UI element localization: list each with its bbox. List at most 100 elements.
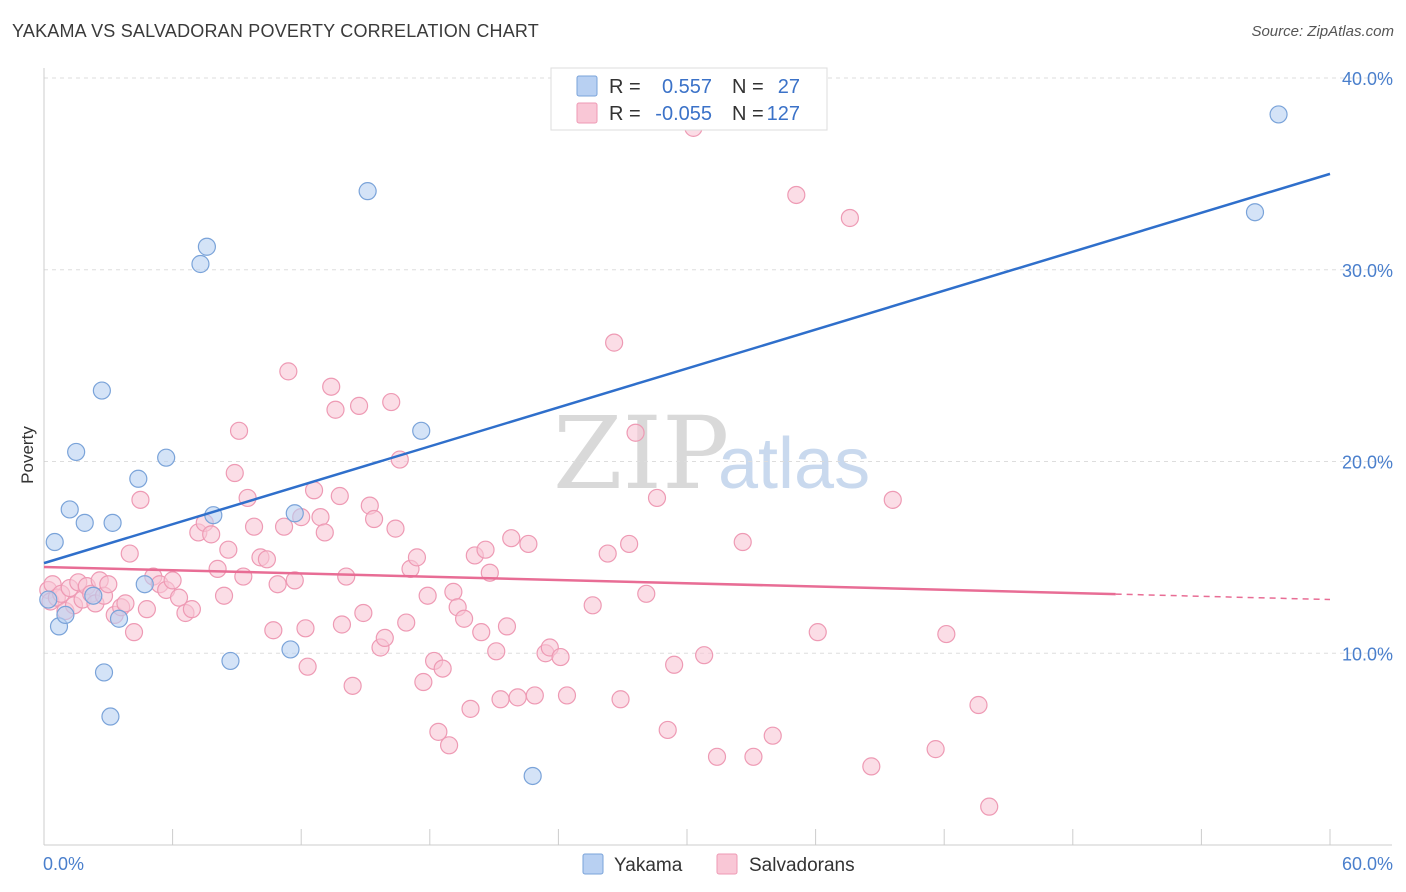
salvadoran-point <box>214 586 234 605</box>
salvadoran-point <box>337 567 356 586</box>
salvadoran-point <box>131 490 150 509</box>
salvadoran-point <box>382 392 401 412</box>
yakama-point <box>157 448 176 467</box>
trend-lines <box>43 172 1331 601</box>
salvadoran-point <box>487 642 506 661</box>
yakama-point <box>103 513 122 532</box>
yakama-point <box>1245 203 1265 222</box>
y-tick-labels: 10.0% 20.0% 30.0% 40.0% <box>1342 69 1393 664</box>
yakama-point <box>135 575 154 594</box>
yakama-point <box>221 651 240 671</box>
legend-salvadoran-swatch <box>576 102 598 124</box>
salvadoran-point <box>234 567 253 586</box>
salvadoran-point <box>695 646 714 665</box>
salvadoran-point <box>433 659 452 678</box>
salvadoran-point <box>497 617 517 636</box>
legend-yakama-n-value: 27 <box>778 76 800 98</box>
gridlines <box>44 77 1392 654</box>
salvadoran-point <box>332 615 352 634</box>
yakama-point <box>358 182 377 201</box>
salvadoran-point <box>296 619 315 638</box>
salvadoran-point <box>926 740 945 759</box>
salvadoran-point <box>491 690 510 709</box>
salvadoran-point <box>137 600 156 619</box>
salvadoran-point <box>219 540 238 559</box>
salvadoran-point <box>208 559 227 578</box>
yakama-point <box>1269 105 1288 124</box>
salvadoran-point <box>124 623 144 642</box>
salvadoran-point <box>120 544 139 563</box>
salvadoran-point <box>611 690 630 709</box>
salvadoran-point <box>502 529 521 548</box>
x-tick-label-60: 60.0% <box>1342 854 1393 874</box>
salvadoran-point <box>279 362 298 381</box>
salvadoran-point <box>461 699 480 718</box>
y-axis-label: Poverty <box>18 426 37 484</box>
salvadoran-point <box>808 623 827 642</box>
salvadoran-point <box>883 490 902 509</box>
legend-bottom-salvadoran-swatch <box>716 853 738 875</box>
yakama-point <box>92 381 111 400</box>
x-tick-labels: 0.0% 60.0% <box>43 854 1393 874</box>
yakama-point <box>281 640 300 659</box>
legend-top: R = 0.557 N = 27 R = -0.055 N = 127 <box>550 67 828 131</box>
salvadoran-point <box>840 208 859 228</box>
salvadoran-point <box>414 672 433 692</box>
salvadoran-point <box>665 655 684 674</box>
salvadoran-point <box>551 647 570 667</box>
y-tick-label-30: 30.0% <box>1342 261 1393 281</box>
salvadoran-point <box>525 686 544 705</box>
axes <box>43 68 1392 846</box>
salvadoran-point <box>937 624 956 644</box>
chart-title: YAKAMA VS SALVADORAN POVERTY CORRELATION… <box>12 21 539 41</box>
y-tick-label-20: 20.0% <box>1342 453 1393 473</box>
salvadoran-point <box>397 613 416 632</box>
yakama-point <box>45 532 64 552</box>
salvadoran-point <box>163 571 182 590</box>
salvadoran-point <box>429 722 448 741</box>
salvadoran-point <box>169 588 189 607</box>
salvadoran-point <box>274 517 294 536</box>
salvadoran-point <box>202 525 221 544</box>
yakama-points <box>39 105 1288 786</box>
salvadoran-point <box>620 534 639 554</box>
salvadoran-point <box>268 575 287 594</box>
salvadoran-point <box>116 594 135 613</box>
legend-yakama-r-value: 0.557 <box>662 76 712 98</box>
salvadoran-point <box>315 523 334 542</box>
source-label: Source: ZipAtlas.com <box>1251 23 1394 40</box>
y-tick-label-10: 10.0% <box>1342 644 1393 664</box>
salvadoran-point <box>322 377 341 396</box>
legend-bottom-salvadoran-label: Salvadorans <box>749 855 855 876</box>
salvadoran-point <box>557 686 577 705</box>
salvadoran-point <box>787 185 806 205</box>
salvadoran-point <box>476 540 495 559</box>
salvadoran-point <box>225 463 244 483</box>
salvadoran-trend-line-dashed <box>1115 593 1331 601</box>
salvadoran-point <box>744 747 763 766</box>
salvadoran-point <box>343 676 362 695</box>
x-tick-label-0: 0.0% <box>43 854 84 874</box>
salvadoran-point <box>298 657 317 676</box>
salvadoran-point <box>418 586 437 605</box>
legend-salvadoran-n-label: N = <box>732 103 764 125</box>
watermark-atlas: atlas <box>718 424 870 504</box>
yakama-point <box>94 663 114 682</box>
salvadoran-point <box>244 517 264 536</box>
yakama-point <box>75 513 94 532</box>
yakama-point <box>101 707 120 726</box>
salvadoran-point <box>980 797 999 816</box>
salvadoran-point <box>257 550 277 569</box>
salvadoran-point <box>583 596 602 615</box>
salvadoran-point <box>349 396 369 415</box>
legend-salvadoran-r-label: R = <box>609 103 641 125</box>
salvadoran-point <box>472 623 491 642</box>
salvadoran-trend-line <box>43 565 1116 596</box>
salvadoran-point <box>439 736 459 755</box>
salvadoran-point <box>637 584 656 603</box>
yakama-point <box>191 254 210 274</box>
yakama-point <box>67 442 86 462</box>
salvadoran-point <box>407 548 427 567</box>
salvadoran-point <box>354 603 373 623</box>
salvadoran-point <box>364 509 384 529</box>
